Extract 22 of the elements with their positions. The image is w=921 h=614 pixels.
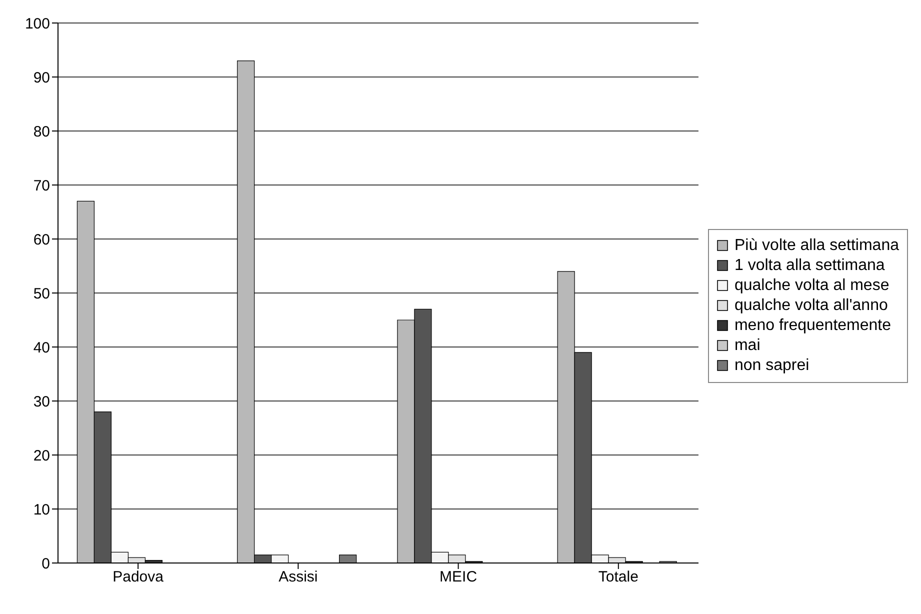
y-tick-label: 50	[33, 285, 50, 302]
y-tick-label: 30	[33, 393, 50, 410]
y-tick-label: 20	[33, 447, 50, 464]
x-tick-label: Padova	[112, 568, 164, 586]
legend-label: Più volte alla settimana	[734, 236, 899, 256]
y-tick-label: 90	[33, 69, 50, 86]
x-tick-label: Assisi	[278, 568, 318, 586]
legend-label: meno frequentemente	[734, 316, 892, 336]
legend-label: qualche volta al mese	[734, 276, 890, 296]
x-tick-label: MEIC	[440, 568, 478, 586]
y-tick-label: 70	[33, 177, 50, 194]
legend-label: qualche volta all'anno	[734, 296, 888, 316]
x-tick-label: Totale	[598, 568, 638, 586]
legend-label: 1 volta alla settimana	[734, 256, 885, 276]
y-tick-label: 80	[33, 123, 50, 140]
y-tick-label: 60	[33, 231, 50, 248]
legend-label: non saprei	[734, 356, 810, 376]
y-tick-label: 0	[42, 555, 50, 572]
y-tick-label: 40	[33, 339, 50, 356]
y-tick-label: 100	[24, 15, 50, 32]
legend-label: mai	[734, 336, 760, 356]
y-tick-label: 10	[33, 501, 50, 518]
